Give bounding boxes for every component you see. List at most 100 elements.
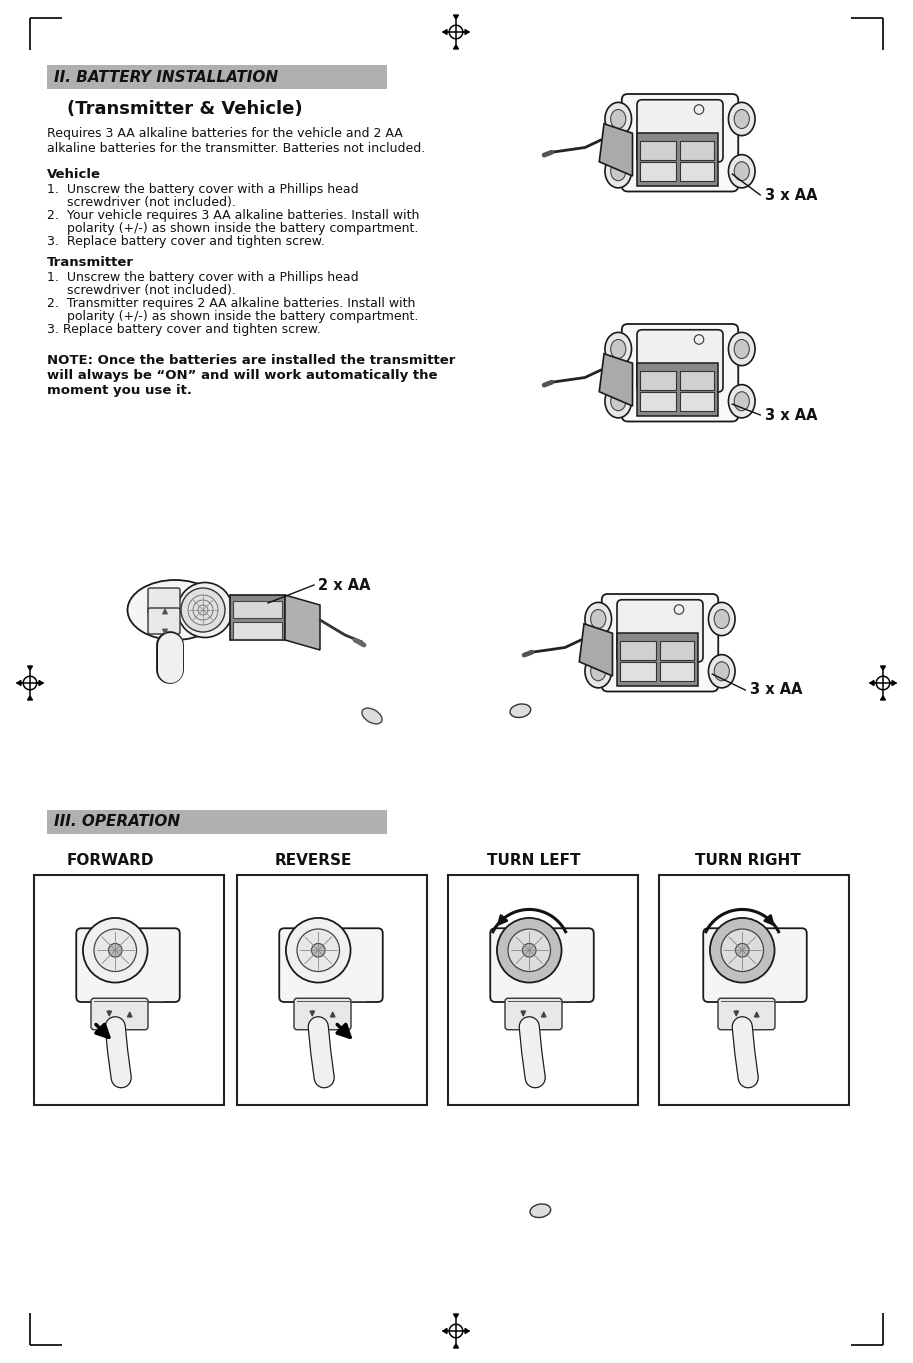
Circle shape [721, 930, 763, 972]
Circle shape [497, 917, 561, 983]
Ellipse shape [734, 391, 750, 410]
Bar [637, 134, 718, 185]
Circle shape [736, 943, 749, 957]
Polygon shape [465, 1329, 469, 1333]
Ellipse shape [530, 1204, 551, 1217]
Circle shape [522, 943, 536, 957]
Bar [640, 371, 677, 390]
Polygon shape [465, 30, 469, 34]
Text: polarity (+/-) as shown inside the battery compartment.: polarity (+/-) as shown inside the batte… [47, 309, 418, 323]
Ellipse shape [530, 975, 551, 988]
Bar [660, 662, 694, 680]
Bar [47, 65, 387, 89]
Text: REVERSE: REVERSE [274, 853, 352, 868]
Polygon shape [27, 667, 33, 671]
Bar [680, 162, 714, 181]
FancyBboxPatch shape [279, 928, 383, 1002]
Text: TURN RIGHT: TURN RIGHT [695, 853, 801, 868]
FancyBboxPatch shape [148, 608, 180, 634]
Circle shape [710, 917, 774, 983]
Polygon shape [880, 667, 886, 671]
Ellipse shape [605, 333, 632, 365]
Circle shape [94, 930, 137, 972]
Ellipse shape [729, 384, 755, 418]
Polygon shape [285, 596, 320, 650]
Polygon shape [454, 15, 458, 19]
FancyBboxPatch shape [637, 330, 723, 393]
FancyBboxPatch shape [622, 324, 739, 421]
Bar [640, 162, 677, 181]
FancyBboxPatch shape [703, 928, 807, 1002]
FancyBboxPatch shape [77, 928, 180, 1002]
Polygon shape [39, 680, 43, 686]
Bar [640, 391, 677, 410]
Polygon shape [27, 696, 33, 701]
Ellipse shape [605, 154, 632, 188]
Ellipse shape [128, 581, 223, 641]
Bar [233, 601, 282, 617]
Text: alkaline batteries for the transmitter. Batteries not included.: alkaline batteries for the transmitter. … [47, 142, 425, 155]
Bar [237, 875, 427, 1105]
Text: 2.  Transmitter requires 2 AA alkaline batteries. Install with: 2. Transmitter requires 2 AA alkaline ba… [47, 297, 415, 309]
Ellipse shape [714, 609, 729, 628]
Polygon shape [892, 680, 896, 686]
Text: NOTE: Once the batteries are installed the transmitter: NOTE: Once the batteries are installed t… [47, 354, 456, 367]
FancyBboxPatch shape [718, 998, 775, 1030]
Ellipse shape [708, 654, 735, 688]
Bar [230, 596, 285, 641]
Ellipse shape [734, 109, 750, 128]
Text: 3 x AA: 3 x AA [750, 683, 803, 698]
Bar [680, 371, 714, 390]
Ellipse shape [591, 609, 606, 628]
Text: Requires 3 AA alkaline batteries for the vehicle and 2 AA: Requires 3 AA alkaline batteries for the… [47, 127, 403, 140]
Text: III. OPERATION: III. OPERATION [54, 815, 180, 830]
FancyBboxPatch shape [490, 928, 593, 1002]
Ellipse shape [611, 109, 625, 128]
Ellipse shape [510, 703, 530, 717]
Polygon shape [17, 680, 21, 686]
Text: 3.  Replace battery cover and tighten screw.: 3. Replace battery cover and tighten scr… [47, 234, 325, 248]
Bar [233, 622, 282, 639]
Bar [680, 140, 714, 159]
FancyBboxPatch shape [617, 600, 703, 662]
Polygon shape [599, 124, 633, 176]
Ellipse shape [714, 662, 729, 680]
Bar [659, 875, 849, 1105]
Ellipse shape [611, 391, 625, 410]
Text: 3. Replace battery cover and tighten screw.: 3. Replace battery cover and tighten scr… [47, 323, 320, 337]
Polygon shape [454, 45, 458, 49]
Bar [637, 364, 718, 416]
Text: will always be “ON” and will work automatically the: will always be “ON” and will work automa… [47, 369, 437, 382]
FancyBboxPatch shape [148, 587, 180, 613]
Text: 1.  Unscrew the battery cover with a Phillips head: 1. Unscrew the battery cover with a Phil… [47, 271, 359, 284]
FancyBboxPatch shape [602, 594, 719, 691]
FancyBboxPatch shape [294, 998, 351, 1030]
Bar [660, 641, 694, 660]
Circle shape [508, 930, 551, 972]
Polygon shape [443, 1329, 447, 1333]
FancyBboxPatch shape [622, 94, 739, 191]
Text: FORWARD: FORWARD [67, 853, 153, 868]
Text: 2.  Your vehicle requires 3 AA alkaline batteries. Install with: 2. Your vehicle requires 3 AA alkaline b… [47, 209, 419, 222]
Bar [620, 662, 656, 680]
Ellipse shape [605, 384, 632, 418]
Text: 3 x AA: 3 x AA [765, 408, 817, 423]
Polygon shape [870, 680, 874, 686]
Text: polarity (+/-) as shown inside the battery compartment.: polarity (+/-) as shown inside the batte… [47, 222, 418, 234]
Bar [47, 810, 387, 834]
Ellipse shape [734, 339, 750, 358]
Text: screwdriver (not included).: screwdriver (not included). [47, 196, 236, 209]
Ellipse shape [729, 102, 755, 136]
Ellipse shape [585, 602, 612, 635]
Text: TURN LEFT: TURN LEFT [488, 853, 581, 868]
Ellipse shape [585, 654, 612, 688]
Polygon shape [454, 1314, 458, 1318]
Polygon shape [579, 624, 613, 676]
Ellipse shape [177, 582, 233, 638]
Polygon shape [443, 30, 447, 34]
Ellipse shape [729, 333, 755, 365]
Text: screwdriver (not included).: screwdriver (not included). [47, 284, 236, 297]
Text: 1.  Unscrew the battery cover with a Phillips head: 1. Unscrew the battery cover with a Phil… [47, 183, 359, 196]
Text: (Transmitter & Vehicle): (Transmitter & Vehicle) [67, 99, 302, 119]
Text: moment you use it.: moment you use it. [47, 384, 192, 397]
